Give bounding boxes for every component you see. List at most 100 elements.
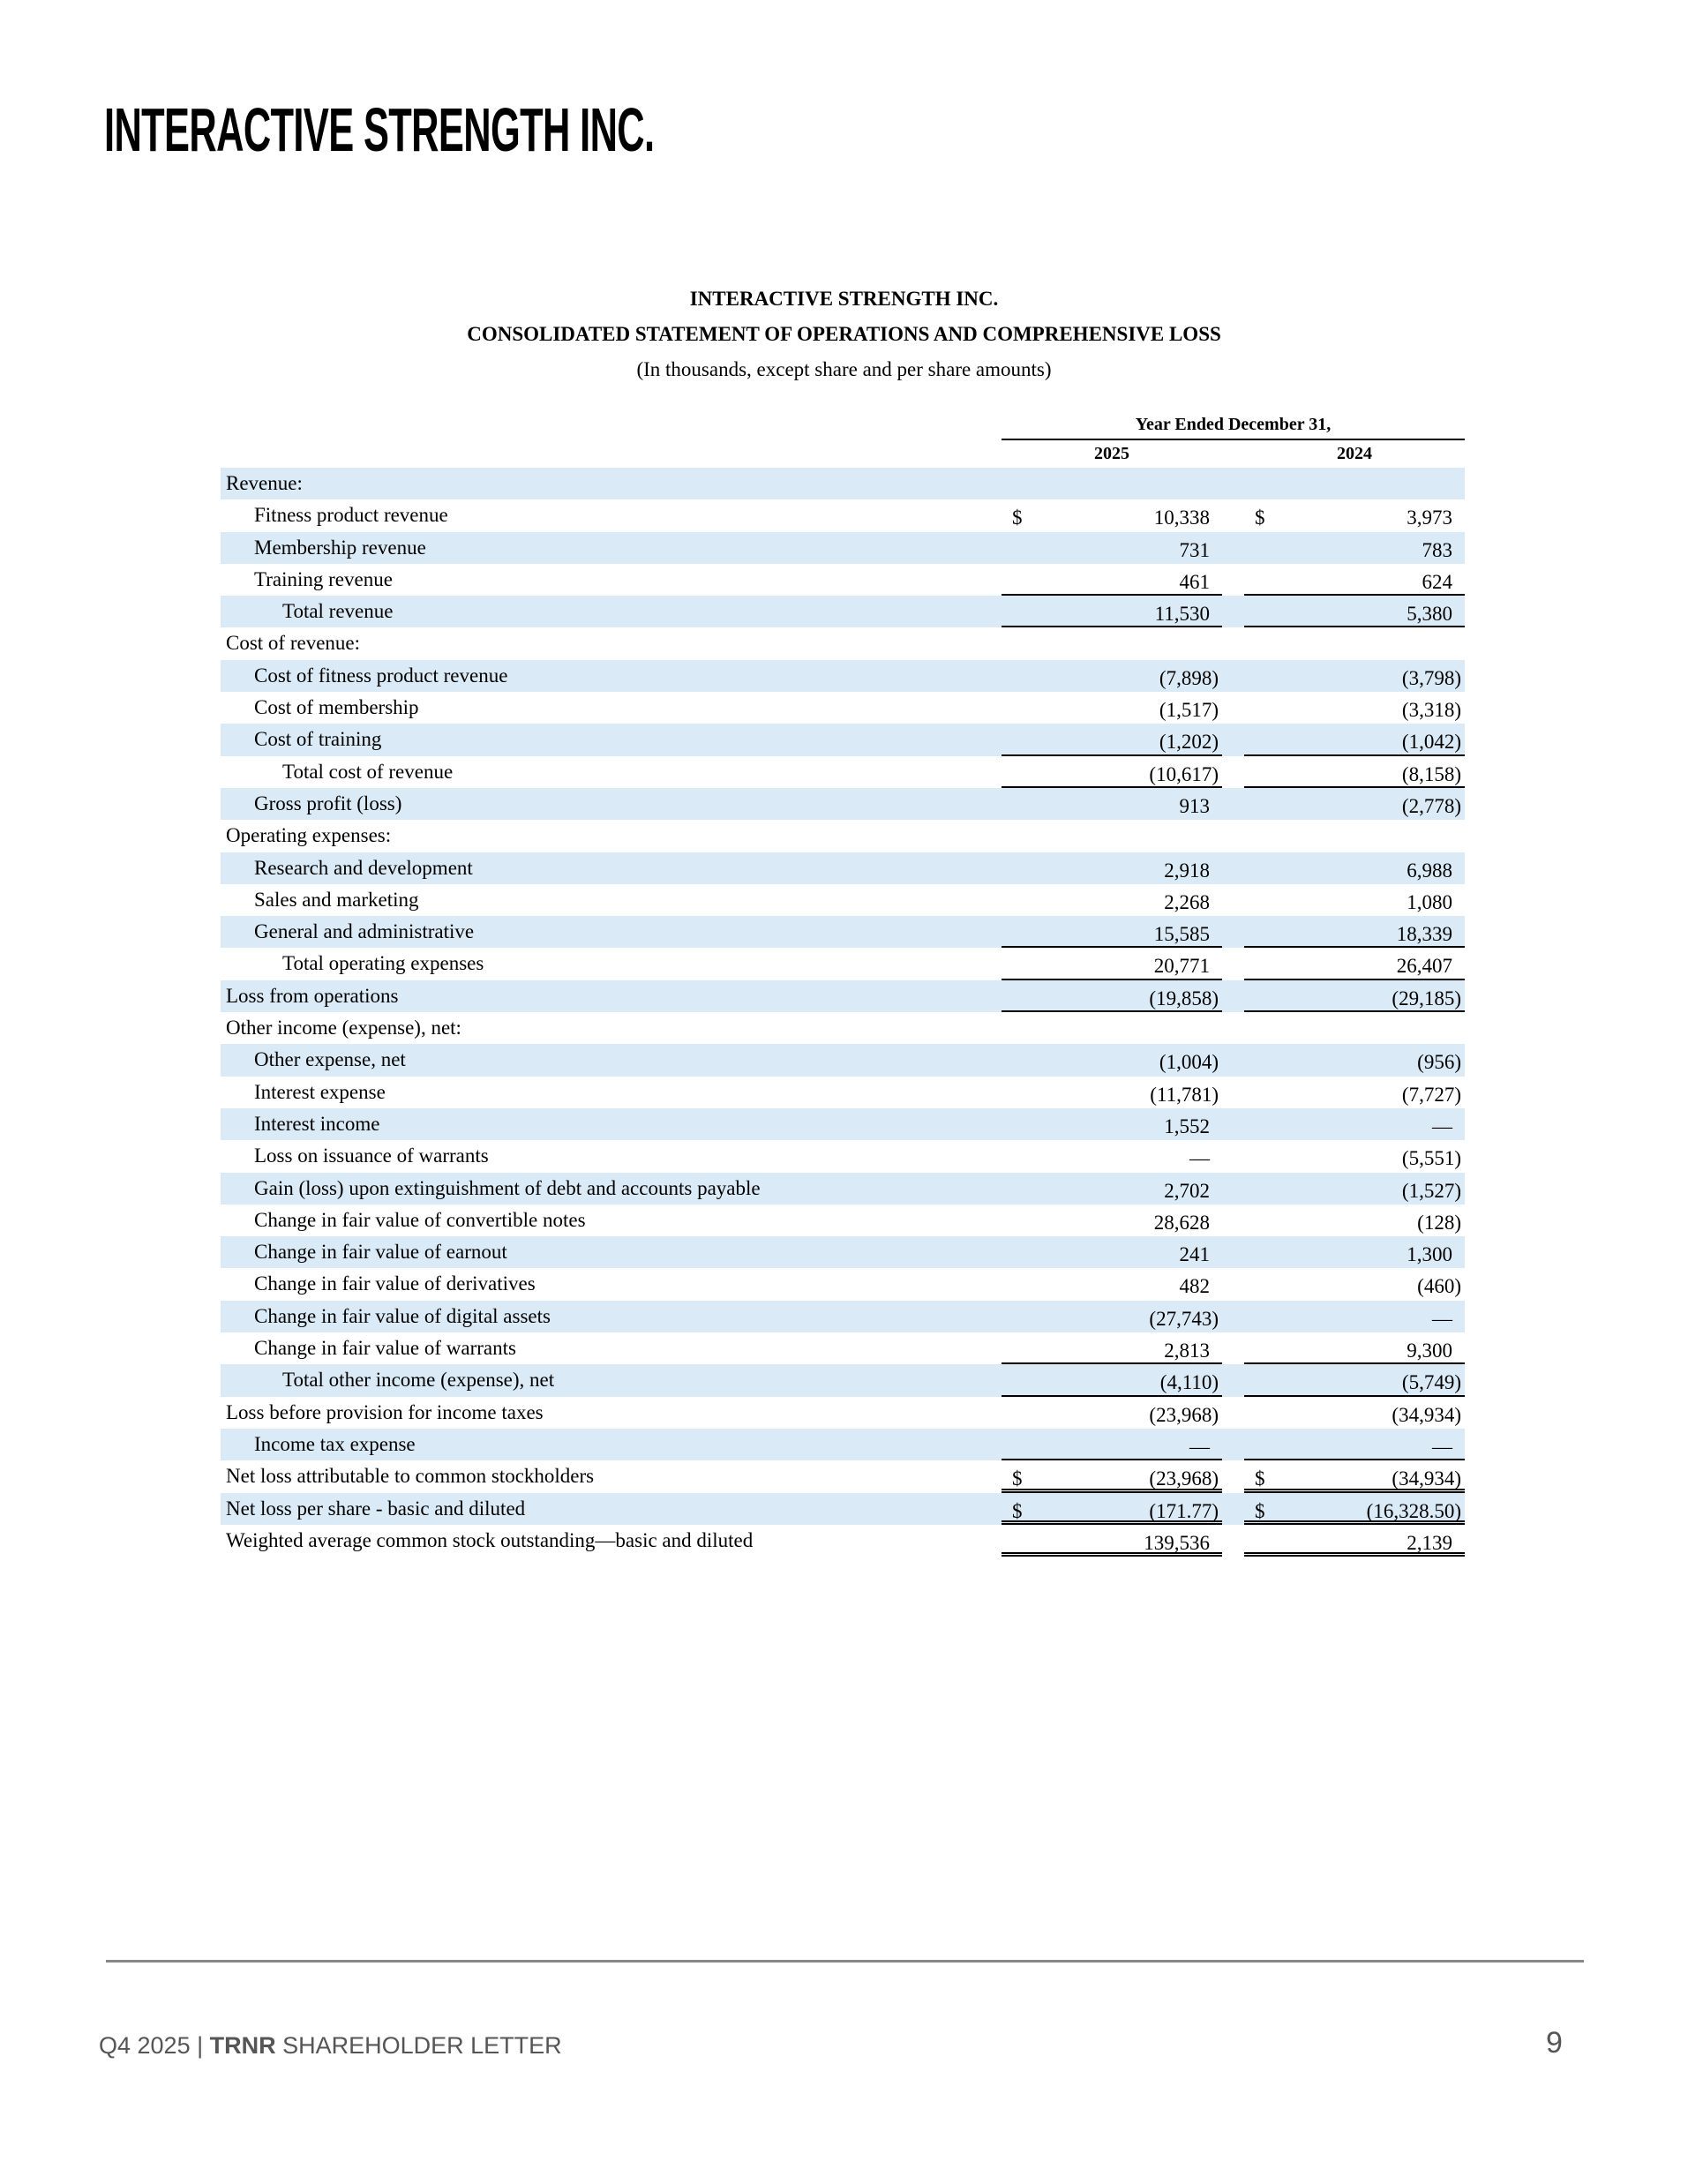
cell-2025: (19,858) [1002,980,1222,1013]
cell-2024: 6,988 [1244,852,1465,884]
cell-value: (128) [1417,1211,1461,1234]
cell-2024: 1,300 [1244,1236,1465,1268]
cell-2024: (956) [1244,1044,1465,1076]
row-label: Income tax expense [254,1432,416,1455]
footer-divider [106,1960,1584,1963]
table-row: Income tax expense — — [221,1428,1465,1461]
cell-value: (1,004) [1159,1051,1219,1074]
cell-value: 2,918 [1164,859,1210,882]
cell-value: 3,973 [1407,507,1452,529]
table-row: Cost of membership (1,517) (3,318) [221,692,1465,724]
footer-suffix: SHAREHOLDER LETTER [275,2032,562,2059]
cell-value: (23,968) [1149,1403,1219,1426]
cell-2024: 18,339 [1244,916,1465,949]
cell-value: 482 [1179,1275,1211,1298]
table-row: Total operating expenses 20,771 26,407 [221,948,1465,980]
statement-company: INTERACTIVE STRENGTH INC. [689,288,999,310]
cell-2025 [1002,468,1222,499]
table-row: Cost of training (1,202) (1,042) [221,724,1465,756]
cell-2024: 26,407 [1244,948,1465,980]
cell-2025 [1002,1012,1222,1044]
cell-2024: (3,798) [1244,660,1465,692]
row-label: Research and development [254,856,473,879]
cell-value: 9,300 [1407,1340,1452,1362]
table-row: Fitness product revenue $10,338 $3,973 [221,499,1465,531]
cell-value: (8,158) [1401,762,1461,785]
table-row: General and administrative 15,585 18,339 [221,916,1465,949]
table-row: Other expense, net (1,004) (956) [221,1044,1465,1077]
cell-2025: 15,585 [1002,916,1222,949]
cell-2025: 11,530 [1002,596,1222,628]
cell-value: (1,517) [1159,699,1219,722]
cell-2025: 913 [1002,788,1222,820]
table-row: Change in fair value of earnout 241 1,300 [221,1236,1465,1269]
cell-2025: (1,202) [1002,724,1222,756]
cell-value: 1,300 [1407,1243,1452,1266]
table-row: Interest expense (11,781) (7,727) [221,1077,1465,1108]
row-label: Cost of training [254,728,382,751]
cell-value: 10,338 [1153,507,1210,529]
cell-2024: $ (16,328.50) [1244,1493,1465,1525]
row-label: Loss before provision for income taxes [226,1400,544,1423]
cell-2025: 139,536 [1002,1525,1222,1557]
cell-2025: (1,004) [1002,1044,1222,1076]
cell-value: (1,527) [1401,1179,1461,1202]
cell-2025: $ (171.77) [1002,1493,1222,1525]
cell-2025: (4,110) [1002,1364,1222,1397]
row-label: Change in fair value of derivatives [254,1272,536,1295]
table-row: Interest income 1,552 — [221,1107,1465,1141]
cell-2025: $10,338 [1002,499,1222,531]
row-label: Gross profit (loss) [254,792,402,814]
cell-value: (7,727) [1401,1083,1461,1106]
row-label: Sales and marketing [254,888,419,911]
cell-value: 18,339 [1396,923,1452,946]
row-label: Other income (expense), net: [226,1017,461,1039]
row-label: Total other income (expense), net [282,1369,555,1392]
cell-value: — [1432,1115,1452,1137]
cell-value: 624 [1422,570,1453,593]
table-row: Cost of revenue: [221,627,1465,659]
cell-value: (16,328.50) [1366,1499,1461,1522]
dollar-sign: $ [1012,1499,1023,1522]
cell-value: (5,749) [1401,1371,1461,1394]
table-row: Sales and marketing 2,268 1,080 [221,884,1465,916]
footer-text: Q4 2025 | TRNR SHAREHOLDER LETTER [99,2032,562,2060]
cell-2025: 241 [1002,1236,1222,1268]
cell-value: — [1432,1307,1452,1330]
statement-title: CONSOLIDATED STATEMENT OF OPERATIONS AND… [467,323,1221,345]
row-label: Operating expenses: [226,824,392,847]
cell-value: (29,185) [1392,987,1461,1009]
table-row: Change in fair value of warrants 2,813 9,3… [221,1332,1465,1365]
cell-2024: (5,551) [1244,1140,1465,1172]
row-label: Fitness product revenue [254,504,448,527]
cell-value: — [1189,1147,1210,1170]
cell-value: (3,798) [1401,666,1461,689]
cell-value: 2,139 [1407,1531,1452,1554]
column-header-2025: 2025 [1002,444,1222,469]
cell-value: 6,988 [1407,859,1452,882]
cell-value: — [1189,1435,1210,1458]
cell-2025: 731 [1002,532,1222,564]
cell-2025: 2,702 [1002,1173,1222,1205]
cell-2024: (8,158) [1244,756,1465,788]
cell-2025: (1,517) [1002,692,1222,724]
cell-2024: 783 [1244,532,1465,564]
cell-2024: (7,727) [1244,1077,1465,1108]
cell-2024: (5,749) [1244,1364,1465,1397]
cell-2024 [1244,1012,1465,1044]
cell-value: 731 [1179,538,1211,561]
table-row: Research and development 2,918 6,988 [221,852,1465,884]
cell-value: 11,530 [1154,603,1210,626]
cell-value: 5,380 [1407,603,1452,626]
cell-2025: 2,918 [1002,852,1222,884]
row-label: Cost of revenue: [226,632,361,655]
cell-value: (1,202) [1159,731,1219,754]
cell-value: (3,318) [1401,699,1461,722]
row-label: Membership revenue [254,536,426,559]
cell-2025: 461 [1002,564,1222,597]
cell-value: 783 [1422,538,1453,561]
cell-value: 913 [1179,794,1211,817]
row-label: Revenue: [226,472,303,494]
cell-value: (5,551) [1401,1147,1461,1170]
cell-2024: (3,318) [1244,692,1465,724]
